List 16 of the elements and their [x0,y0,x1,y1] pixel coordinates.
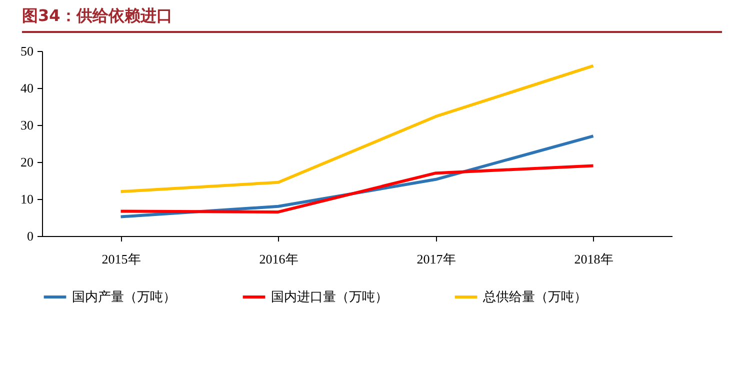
line-series [119,64,595,194]
chart-title: 图34：供给依赖进口 [22,6,722,33]
x-tick-label: 2016年 [259,252,298,266]
y-tick-label: 30 [20,118,34,132]
x-tick-label: 2015年 [102,252,141,266]
y-tick-label: 50 [20,44,34,58]
y-tick-label: 10 [20,192,34,206]
legend-label: 国内产量（万吨） [72,290,176,305]
y-tick-label: 20 [20,154,34,170]
line-series [119,164,595,214]
y-tick-label: 0 [27,228,34,244]
x-tick-label: 2018年 [574,252,614,266]
legend-label: 国内进口量（万吨） [271,290,388,305]
y-tick-label: 40 [20,80,34,96]
legend-label: 总供给量（万吨） [482,290,587,305]
x-tick-label: 2017年 [416,252,456,266]
